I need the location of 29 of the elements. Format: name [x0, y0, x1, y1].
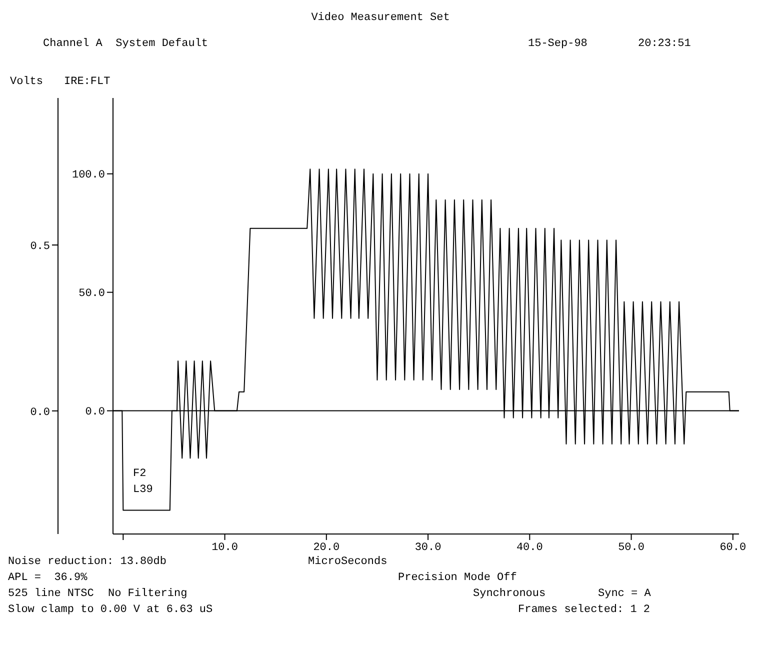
chart-title: Video Measurement Set	[310, 12, 451, 24]
x-tick-label: 50.0	[618, 542, 644, 554]
text: Precision Mode Off	[398, 572, 517, 584]
annotation: F2	[133, 468, 146, 480]
y2-axis-title: Volts	[10, 76, 44, 88]
text: APL = 36.9%	[8, 572, 88, 584]
x-tick-label: 40.0	[516, 542, 543, 554]
text: 20:23:51	[638, 38, 691, 50]
text: Noise reduction: 13.80db	[8, 556, 166, 568]
x-tick-label: 30.0	[414, 542, 442, 554]
y-tick-label: 100.0	[72, 170, 105, 182]
y2-tick-label: 0.0	[30, 406, 50, 419]
y-tick-label: 0.0	[85, 406, 105, 419]
x-axis-title: MicroSeconds	[308, 556, 388, 568]
x-tick-label: 10.0	[212, 542, 238, 554]
y-axis-title: IRE:FLT	[64, 76, 110, 88]
text: Slow clamp to 0.00 V at 6.63 uS	[8, 604, 213, 616]
text: Frames selected: 1 2	[518, 604, 650, 616]
text: 525 line NTSC	[8, 588, 94, 600]
x-tick-label: 60.0	[720, 542, 746, 554]
x-tick-label: 20.0	[313, 542, 340, 554]
y2-tick-label: 0.5	[30, 240, 50, 253]
text: Channel A System Default	[43, 38, 208, 50]
text: Sync = A	[598, 588, 651, 600]
text: 15-Sep-98	[528, 38, 588, 50]
text: No Filtering	[108, 588, 188, 600]
annotation: L39	[133, 484, 153, 496]
y-tick-label: 50.0	[78, 288, 105, 300]
text: Synchronous	[473, 588, 546, 600]
